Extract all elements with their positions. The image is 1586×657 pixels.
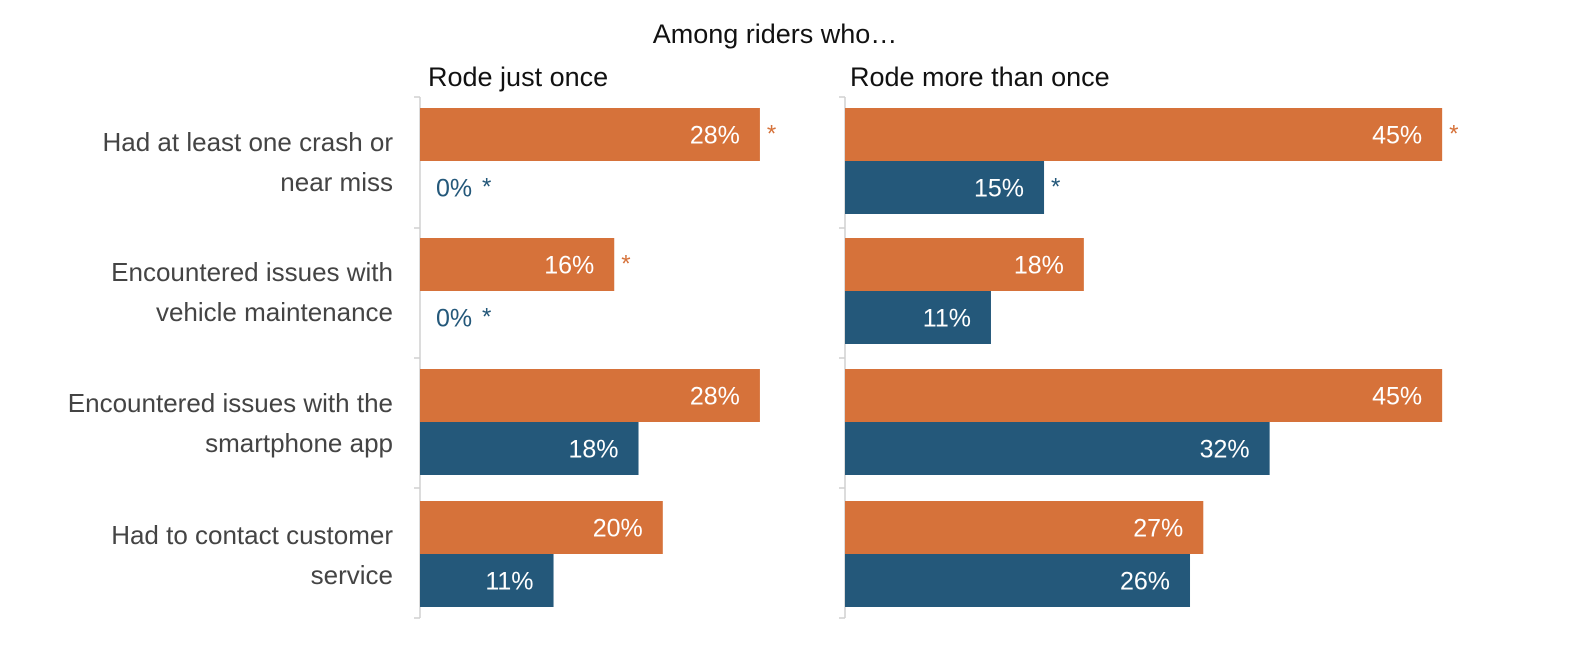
chart-title: Among riders who…	[653, 19, 898, 49]
category-label: smartphone app	[205, 428, 393, 458]
significance-marker: *	[482, 304, 491, 331]
bar-s2	[420, 422, 639, 475]
panel-title-rode-once: Rode just once	[428, 62, 608, 92]
bar-value-label: 28%	[690, 122, 740, 150]
bar-value-label: 11%	[923, 305, 971, 333]
significance-marker: *	[1449, 121, 1458, 148]
bar-value-label: 32%	[1200, 436, 1250, 464]
bar-s2	[845, 291, 991, 344]
bar-value-label: 11%	[485, 568, 533, 596]
bar-s1	[845, 369, 1443, 422]
category-label: Encountered issues with the	[68, 388, 393, 418]
significance-marker: *	[621, 251, 630, 278]
bar-s1	[845, 501, 1204, 554]
bar-s2	[845, 554, 1191, 607]
bar-value-label: 16%	[544, 252, 594, 280]
bar-value-label: 26%	[1120, 568, 1170, 596]
bar-value-label: 20%	[593, 515, 643, 543]
bar-value-label: 0%	[436, 305, 472, 333]
bar-s2	[420, 554, 554, 607]
bar-value-label: 45%	[1372, 383, 1422, 411]
bar-value-label: 18%	[1014, 252, 1064, 280]
bar-s1	[845, 108, 1443, 161]
category-label: service	[311, 560, 393, 590]
category-label: Had at least one crash or	[103, 127, 394, 157]
bar-s1	[420, 501, 663, 554]
bar-value-label: 15%	[974, 175, 1024, 203]
panel-title-rode-more: Rode more than once	[850, 62, 1110, 92]
significance-marker: *	[767, 121, 776, 148]
significance-marker: *	[482, 174, 491, 201]
category-label: Had to contact customer	[111, 520, 393, 550]
bar-value-label: 28%	[690, 383, 740, 411]
bar-value-label: 18%	[568, 436, 618, 464]
category-label: near miss	[280, 167, 393, 197]
bar-value-label: 45%	[1372, 122, 1422, 150]
bar-s2	[845, 161, 1045, 214]
bar-s2	[845, 422, 1270, 475]
category-label: Encountered issues with	[111, 257, 393, 287]
bar-s1	[845, 238, 1084, 291]
category-label: vehicle maintenance	[156, 297, 393, 327]
significance-marker: *	[1051, 174, 1060, 201]
bar-value-label: 27%	[1133, 515, 1183, 543]
bar-s1	[420, 238, 615, 291]
bar-s1	[420, 369, 760, 422]
bar-value-label: 0%	[436, 175, 472, 203]
bar-s1	[420, 108, 760, 161]
